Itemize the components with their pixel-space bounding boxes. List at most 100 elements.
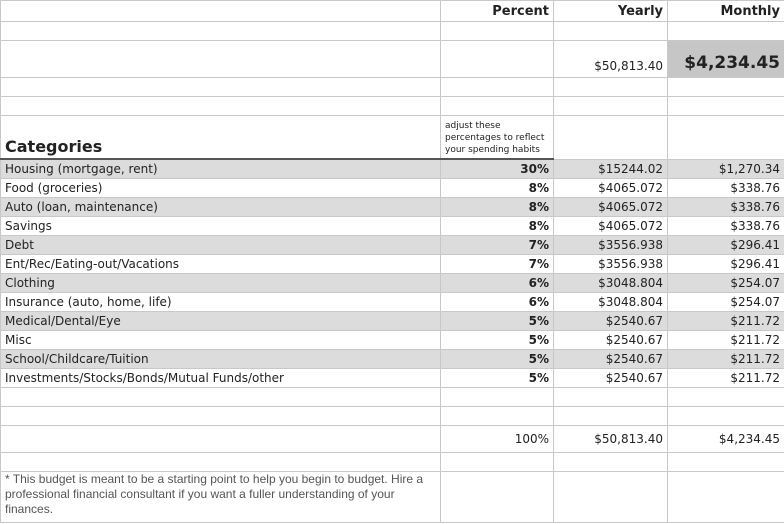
cell[interactable] — [667, 21, 784, 41]
category-monthly[interactable]: $296.41 — [667, 235, 784, 255]
category-name[interactable]: Debt — [0, 235, 441, 255]
cell[interactable] — [553, 452, 668, 472]
monthly-total-top[interactable]: $4,234.45 — [667, 40, 784, 78]
category-name[interactable]: Savings — [0, 216, 441, 236]
cell[interactable] — [440, 406, 554, 426]
category-percent[interactable]: 6% — [440, 273, 554, 293]
cell[interactable] — [667, 77, 784, 97]
category-yearly[interactable]: $3556.938 — [553, 254, 668, 274]
category-name[interactable]: Misc — [0, 330, 441, 350]
footnote[interactable]: * This budget is meant to be a starting … — [0, 471, 441, 523]
category-percent[interactable]: 8% — [440, 197, 554, 217]
cell[interactable] — [553, 77, 668, 97]
category-row: Savings 8% $4065.072 $338.76 — [0, 216, 784, 236]
yearly-total-bottom[interactable]: $50,813.40 — [553, 425, 668, 453]
cell[interactable] — [0, 0, 441, 22]
category-row: Clothing 6% $3048.804 $254.07 — [0, 273, 784, 293]
category-yearly[interactable]: $4065.072 — [553, 197, 668, 217]
category-yearly[interactable]: $3048.804 — [553, 273, 668, 293]
cell[interactable] — [553, 115, 668, 160]
yearly-header[interactable]: Yearly — [553, 0, 668, 22]
cell[interactable] — [440, 471, 554, 523]
category-yearly[interactable]: $15244.02 — [553, 158, 668, 179]
category-row: School/Childcare/Tuition 5% $2540.67 $211.7… — [0, 349, 784, 369]
category-percent[interactable]: 8% — [440, 178, 554, 198]
category-name[interactable]: Investments/Stocks/Bonds/Mutual Funds/ot… — [0, 368, 441, 388]
cell[interactable] — [0, 425, 441, 453]
category-yearly[interactable]: $2540.67 — [553, 349, 668, 369]
category-percent[interactable]: 8% — [440, 216, 554, 236]
category-monthly[interactable]: $211.72 — [667, 349, 784, 369]
category-monthly[interactable]: $1,270.34 — [667, 158, 784, 179]
cell[interactable] — [0, 77, 441, 97]
cell[interactable] — [553, 387, 668, 407]
cell[interactable] — [440, 452, 554, 472]
blank-row — [0, 21, 784, 41]
category-row: Debt 7% $3556.938 $296.41 — [0, 235, 784, 255]
cell[interactable] — [667, 471, 784, 523]
category-name[interactable]: Housing (mortgage, rent) — [0, 158, 441, 179]
cell[interactable] — [0, 96, 441, 116]
category-percent[interactable]: 30% — [440, 158, 554, 179]
category-yearly[interactable]: $2540.67 — [553, 311, 668, 331]
categories-title[interactable]: Categories — [0, 115, 441, 160]
category-yearly[interactable]: $4065.072 — [553, 178, 668, 198]
category-percent[interactable]: 5% — [440, 349, 554, 369]
category-monthly[interactable]: $338.76 — [667, 178, 784, 198]
cell[interactable] — [667, 387, 784, 407]
cell[interactable] — [0, 40, 441, 78]
category-name[interactable]: Medical/Dental/Eye — [0, 311, 441, 331]
category-name[interactable]: Insurance (auto, home, life) — [0, 292, 441, 312]
category-percent[interactable]: 7% — [440, 254, 554, 274]
category-monthly[interactable]: $338.76 — [667, 197, 784, 217]
cell[interactable] — [440, 96, 554, 116]
cell[interactable] — [0, 21, 441, 41]
category-yearly[interactable]: $2540.67 — [553, 330, 668, 350]
cell[interactable] — [667, 96, 784, 116]
monthly-header[interactable]: Monthly — [667, 0, 784, 22]
cell[interactable] — [667, 115, 784, 160]
adjust-note[interactable]: adjust these percentages to reflect your… — [440, 115, 554, 160]
cell[interactable] — [440, 77, 554, 97]
monthly-total-bottom[interactable]: $4,234.45 — [667, 425, 784, 453]
cell[interactable] — [553, 21, 668, 41]
category-monthly[interactable]: $211.72 — [667, 311, 784, 331]
cell[interactable] — [0, 387, 441, 407]
percent-total[interactable]: 100% — [440, 425, 554, 453]
category-name[interactable]: Clothing — [0, 273, 441, 293]
percent-header[interactable]: Percent — [440, 0, 554, 22]
cell[interactable] — [667, 452, 784, 472]
cell[interactable] — [440, 387, 554, 407]
cell[interactable] — [553, 471, 668, 523]
cell[interactable] — [440, 40, 554, 78]
cell[interactable] — [0, 452, 441, 472]
category-row: Housing (mortgage, rent) 30% $15244.02 $1,2… — [0, 158, 784, 179]
cell[interactable] — [553, 96, 668, 116]
category-monthly[interactable]: $338.76 — [667, 216, 784, 236]
category-percent[interactable]: 7% — [440, 235, 554, 255]
cell[interactable] — [667, 406, 784, 426]
category-monthly[interactable]: $254.07 — [667, 292, 784, 312]
category-monthly[interactable]: $211.72 — [667, 330, 784, 350]
category-name[interactable]: Ent/Rec/Eating-out/Vacations — [0, 254, 441, 274]
category-monthly[interactable]: $296.41 — [667, 254, 784, 274]
category-name[interactable]: Food (groceries) — [0, 178, 441, 198]
category-yearly[interactable]: $2540.67 — [553, 368, 668, 388]
cell[interactable] — [553, 406, 668, 426]
category-percent[interactable]: 6% — [440, 292, 554, 312]
category-yearly[interactable]: $3556.938 — [553, 235, 668, 255]
cell[interactable] — [0, 406, 441, 426]
category-monthly[interactable]: $254.07 — [667, 273, 784, 293]
category-percent[interactable]: 5% — [440, 311, 554, 331]
blank-row — [0, 452, 784, 472]
category-yearly[interactable]: $3048.804 — [553, 292, 668, 312]
category-yearly[interactable]: $4065.072 — [553, 216, 668, 236]
category-name[interactable]: School/Childcare/Tuition — [0, 349, 441, 369]
yearly-total-top[interactable]: $50,813.40 — [553, 40, 668, 78]
cell[interactable] — [440, 21, 554, 41]
category-row: Ent/Rec/Eating-out/Vacations 7% $3556.938 $… — [0, 254, 784, 274]
category-percent[interactable]: 5% — [440, 330, 554, 350]
category-name[interactable]: Auto (loan, maintenance) — [0, 197, 441, 217]
category-percent[interactable]: 5% — [440, 368, 554, 388]
category-monthly[interactable]: $211.72 — [667, 368, 784, 388]
